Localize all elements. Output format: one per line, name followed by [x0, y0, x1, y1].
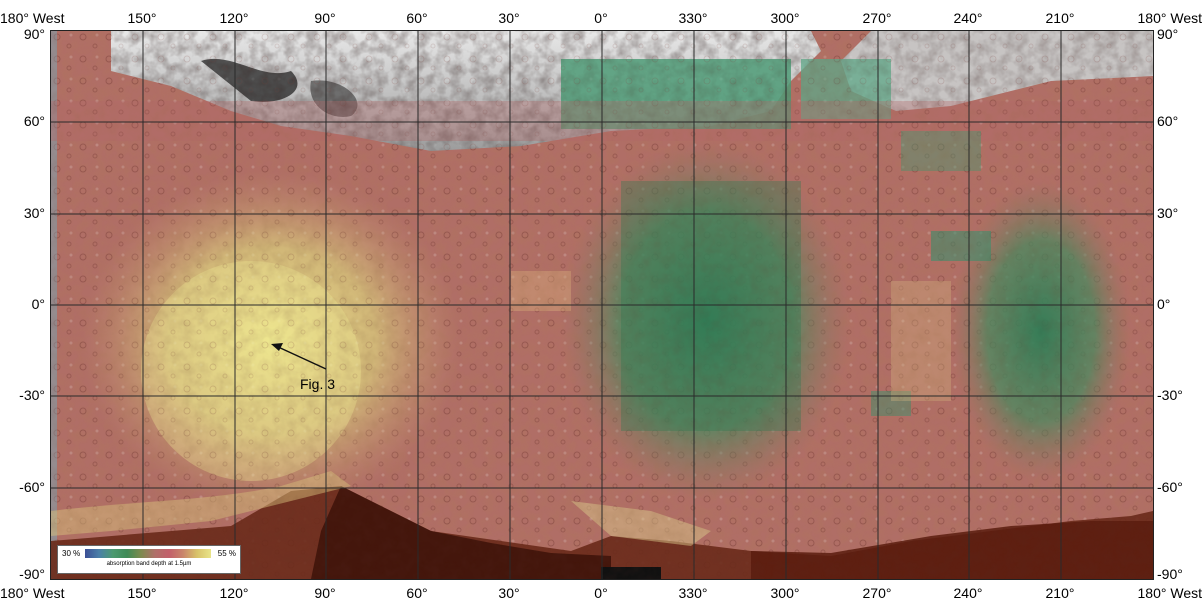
- figure-annotation-label: Fig. 3: [300, 376, 336, 392]
- latitude-label-right: -90°: [1157, 566, 1183, 582]
- legend-caption: absorption band depth at 1.5µm: [106, 561, 192, 567]
- latitude-label-left: 60°: [23, 113, 45, 129]
- graticule: [51, 31, 1153, 579]
- latitude-label-right: 0°: [1157, 296, 1171, 312]
- longitude-label-top: 240°: [953, 10, 983, 26]
- annotation-arrow: [271, 343, 327, 370]
- longitude-label-bottom: 210°: [1045, 585, 1075, 601]
- corner-label-bottom-left: 180° West: [0, 585, 65, 601]
- longitude-label-bottom: 0°: [594, 585, 608, 601]
- color-legend: 30 % 55 % absorption band depth at 1.5µm: [57, 545, 241, 574]
- longitude-label-bottom: 150°: [127, 585, 157, 601]
- longitude-label-bottom: 330°: [678, 585, 708, 601]
- longitude-label-top: 120°: [219, 10, 249, 26]
- longitude-label-bottom: 30°: [498, 585, 520, 601]
- latitude-label-left: 0°: [31, 296, 45, 312]
- longitude-label-top: 300°: [770, 10, 800, 26]
- legend-color-bar: [85, 549, 211, 558]
- longitude-label-top: 0°: [594, 10, 608, 26]
- longitude-label-top: 210°: [1045, 10, 1075, 26]
- latitude-label-right: 90°: [1157, 26, 1179, 42]
- longitude-label-top: 60°: [406, 10, 428, 26]
- latitude-label-right: -60°: [1157, 479, 1183, 495]
- latitude-label-right: 60°: [1157, 113, 1179, 129]
- longitude-label-top: 90°: [314, 10, 336, 26]
- longitude-label-bottom: 90°: [314, 585, 336, 601]
- longitude-label-bottom: 300°: [770, 585, 800, 601]
- latitude-label-left: 90°: [23, 26, 45, 42]
- latitude-label-left: -30°: [19, 387, 45, 403]
- latitude-label-right: 30°: [1157, 205, 1179, 221]
- corner-label-bottom-right: 180° West: [1137, 585, 1202, 601]
- longitude-label-top: 150°: [127, 10, 157, 26]
- longitude-label-bottom: 60°: [406, 585, 428, 601]
- longitude-label-bottom: 240°: [953, 585, 983, 601]
- longitude-label-top: 270°: [862, 10, 892, 26]
- latitude-label-left: -90°: [19, 566, 45, 582]
- legend-min-label: 30 %: [62, 549, 81, 558]
- longitude-label-bottom: 120°: [219, 585, 249, 601]
- latitude-label-right: -30°: [1157, 387, 1183, 403]
- longitude-label-top: 30°: [498, 10, 520, 26]
- latitude-label-left: -60°: [19, 479, 45, 495]
- longitude-label-bottom: 270°: [862, 585, 892, 601]
- longitude-label-top: 330°: [678, 10, 708, 26]
- corner-label-top-right: 180° West: [1137, 10, 1202, 26]
- map-panel[interactable]: [50, 30, 1154, 580]
- latitude-label-left: 30°: [23, 205, 45, 221]
- corner-label-top-left: 180° West: [0, 10, 65, 26]
- legend-max-label: 55 %: [217, 549, 236, 558]
- map-image: [51, 31, 1153, 579]
